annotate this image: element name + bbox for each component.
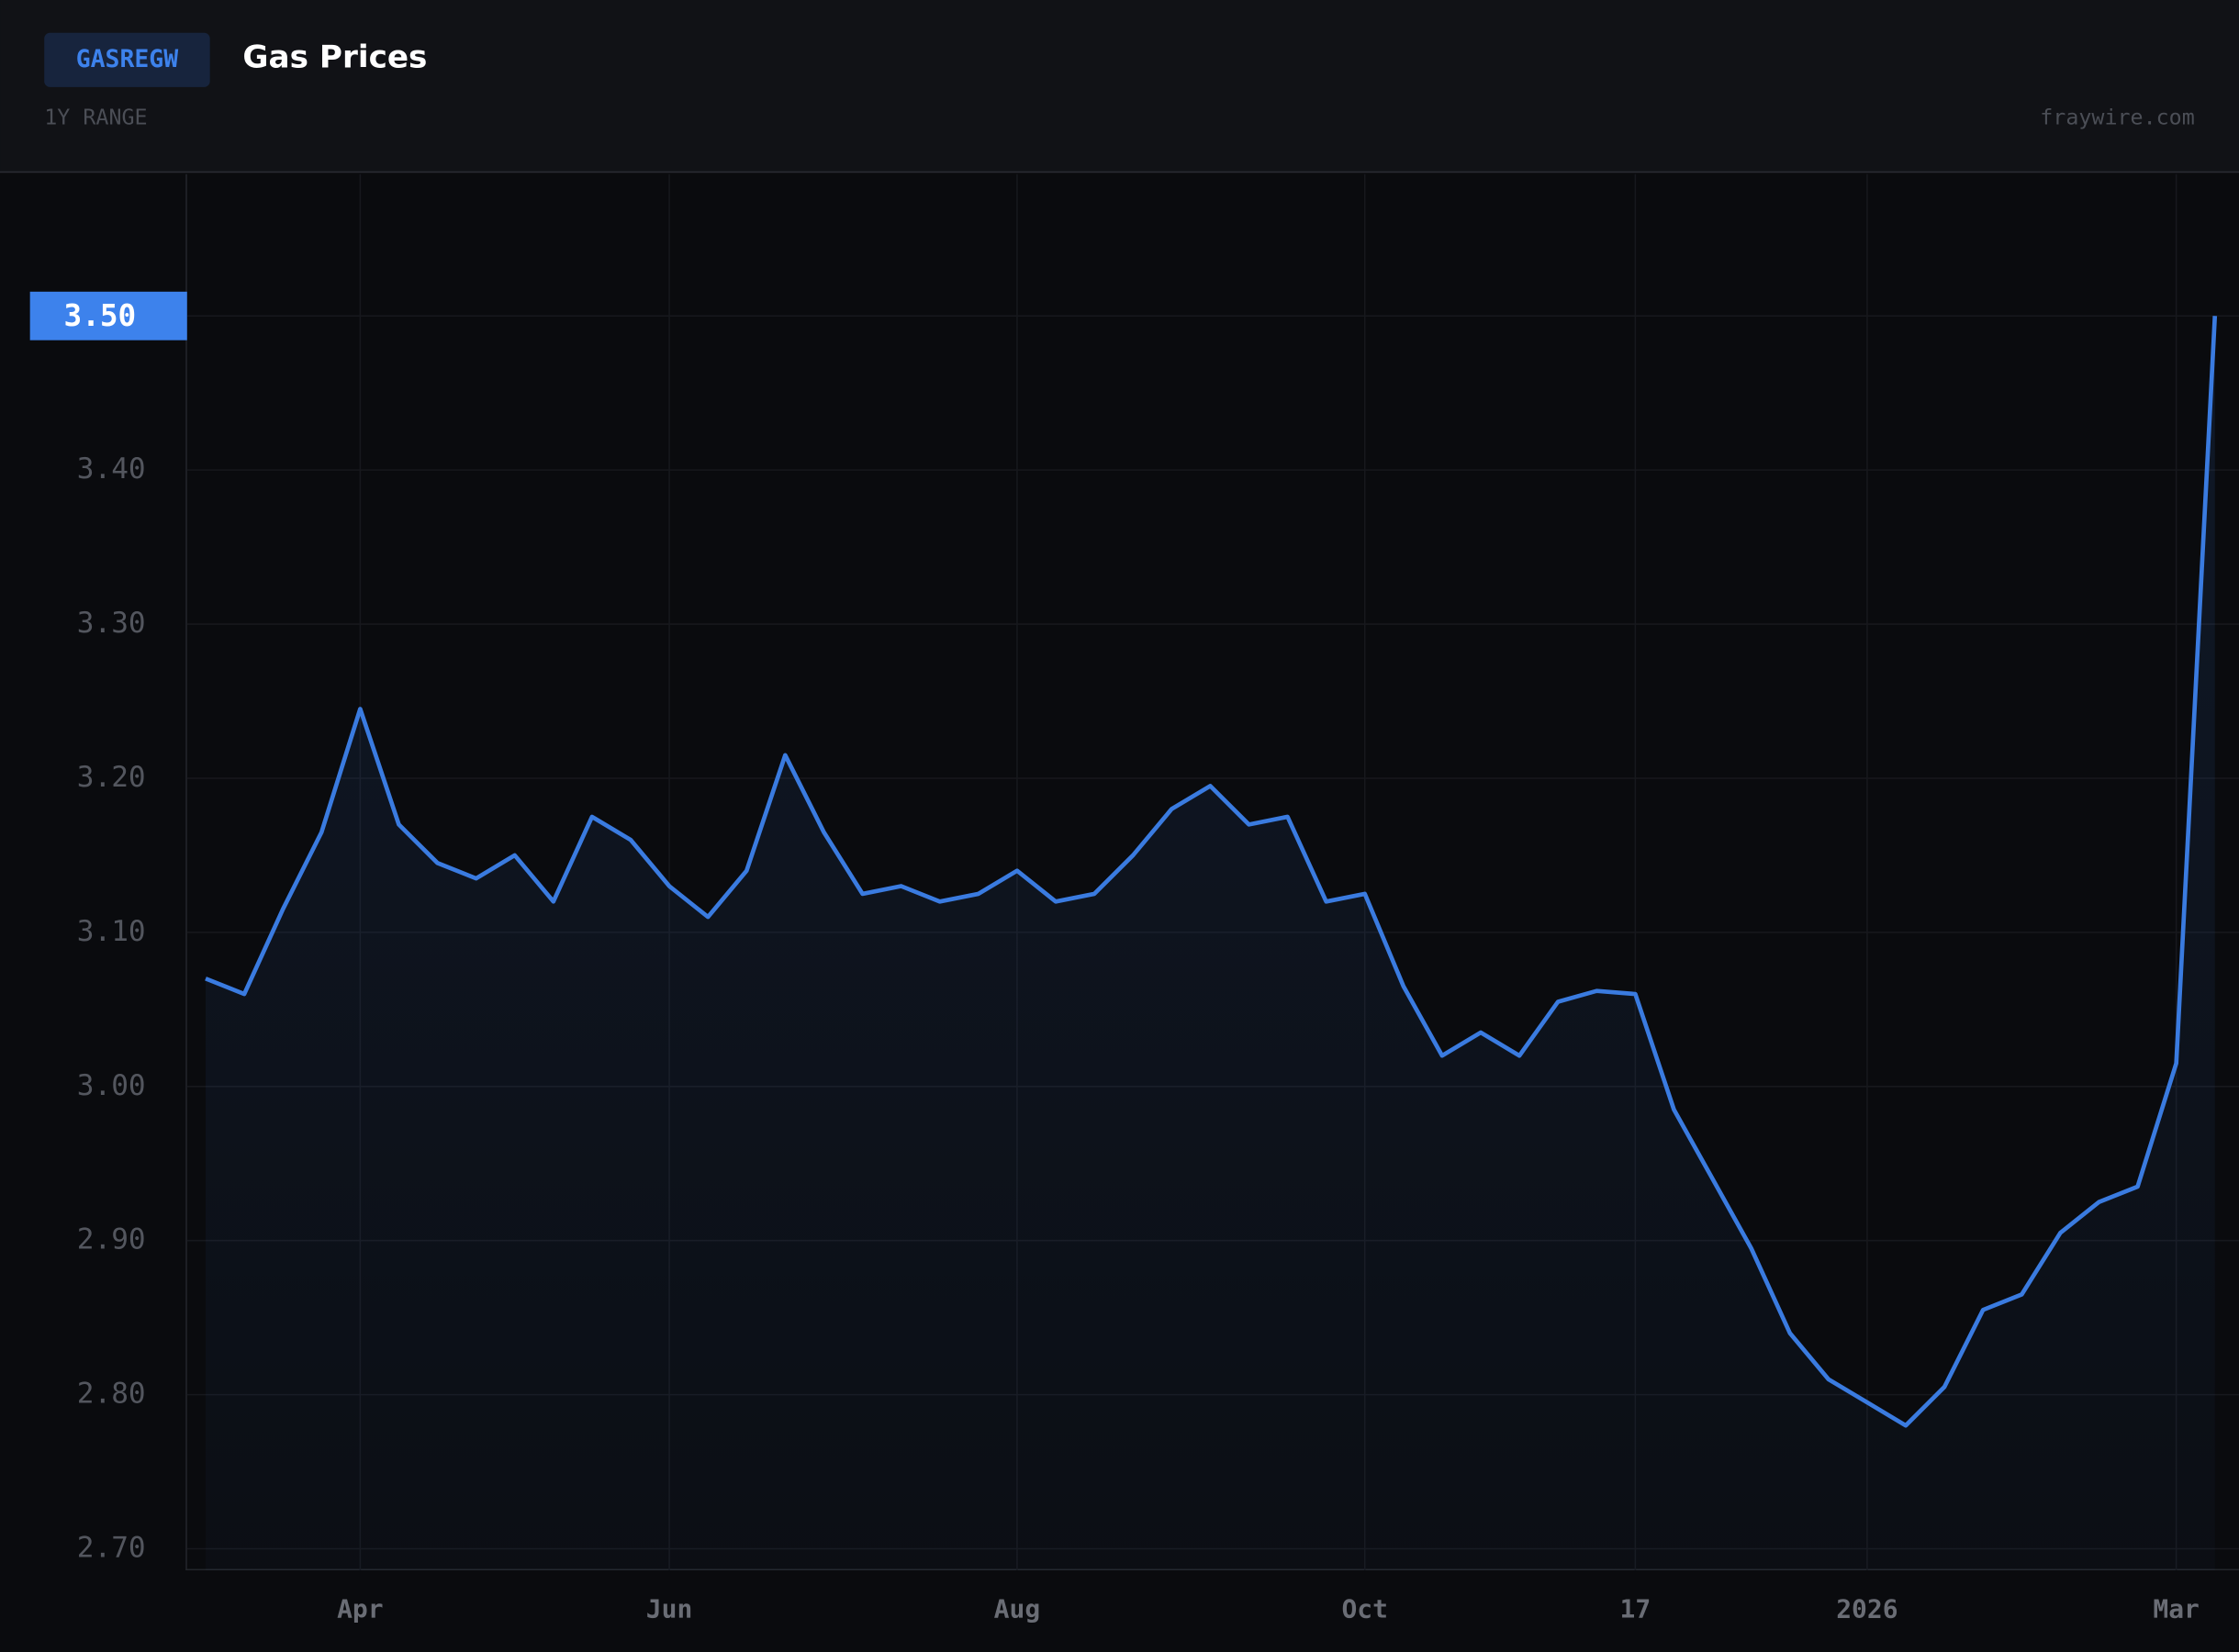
current-value-label: 3.50: [64, 298, 137, 333]
labels: 2.70 2.80 2.90 3.00 3.10 3.20 3.30 3.40 3.50 Apr J…: [29, 291, 2200, 1624]
current-value-badge: [29, 291, 187, 340]
title: Gas Prices: [242, 39, 427, 75]
y-tick-label: 2.70: [77, 1532, 146, 1565]
y-tick-label: 3.30: [77, 607, 146, 640]
y-tick-label: 2.80: [77, 1378, 146, 1411]
y-tick-label: 3.40: [77, 452, 146, 486]
line: [205, 316, 2218, 1428]
symbol-badge: [44, 32, 210, 87]
x-tick-label: Mar: [2153, 1594, 2200, 1624]
x-tick-label: Aug: [994, 1594, 1041, 1624]
x-tick-label: 17: [1620, 1594, 1651, 1624]
header-bg: [0, 0, 2239, 172]
x-tick-label: Jun: [646, 1594, 693, 1624]
y-tick-label: 3.00: [77, 1069, 146, 1102]
plot: [205, 316, 2218, 1571]
y-tick-label: 3.20: [77, 761, 146, 794]
x-tick-label: Oct: [1341, 1594, 1388, 1624]
x-tick-label: 2026: [1836, 1594, 1898, 1624]
y-tick-label: 2.90: [77, 1223, 146, 1256]
area: [205, 316, 2215, 1571]
y-tick-label: 3.10: [77, 915, 146, 948]
symbol: GASREGW: [76, 45, 179, 73]
x-tick-label: Apr: [337, 1594, 384, 1624]
source: fraywire.com: [2040, 105, 2195, 130]
range-label: 1Y RANGE: [44, 105, 147, 130]
